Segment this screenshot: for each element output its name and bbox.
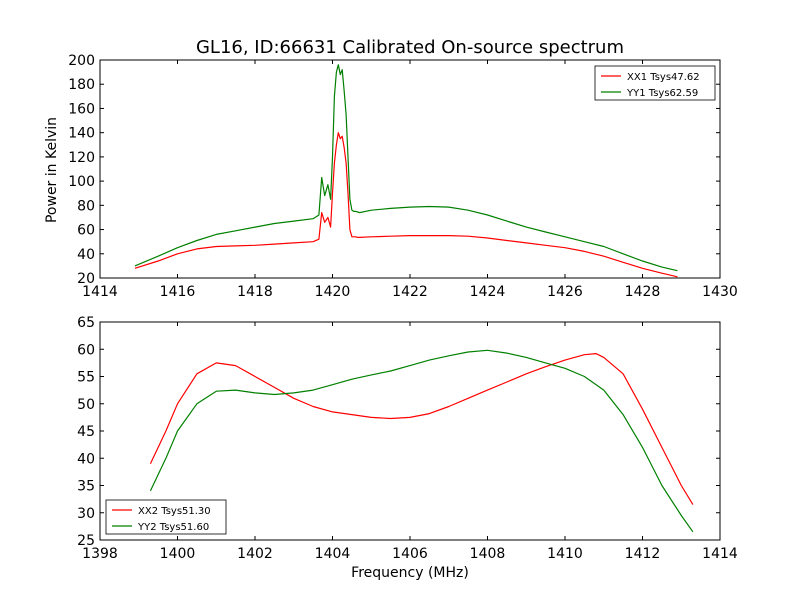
x-tick-label: 1404 [315, 546, 351, 562]
x-axis-label: Frequency (MHz) [351, 565, 469, 581]
legend-label: YY2 Tsys51.60 [137, 522, 209, 533]
y-tick-label: 25 [77, 533, 95, 549]
y-tick-label: 80 [77, 198, 95, 214]
x-tick-label: 1418 [237, 284, 273, 300]
top-panel: 1414 1416 1418 1420 1422 1424 1426 1428 1430 20 40… [68, 53, 738, 300]
legend-label: XX1 Tsys47.62 [627, 72, 700, 83]
y-axis-label: Power in Kelvin [44, 117, 60, 223]
y-tick-label: 160 [68, 101, 95, 117]
x-tick-label: 1410 [547, 546, 583, 562]
x-tick-label: 1398 [82, 546, 118, 562]
x-tick-label: 1428 [625, 284, 661, 300]
legend: XX2 Tsys51.30 YY2 Tsys51.60 [105, 499, 227, 535]
series-line-yy2 [149, 349, 694, 533]
y-tick-label: 180 [68, 77, 95, 93]
y-tick-label: 20 [77, 271, 95, 287]
x-tick-label: 1422 [392, 284, 428, 300]
legend-box [594, 65, 716, 101]
y-tick-label: 45 [77, 424, 95, 440]
y-tick-label: 60 [77, 223, 95, 239]
x-tick-label: 1420 [315, 284, 351, 300]
y-tick-label: 100 [68, 174, 95, 190]
series-line-yy1 [134, 64, 678, 272]
x-tick-label: 1402 [237, 546, 273, 562]
legend-label: XX2 Tsys51.30 [138, 506, 211, 517]
y-tick-label: 120 [68, 150, 95, 166]
legend-box [105, 499, 227, 535]
y-tick-label: 60 [77, 342, 95, 358]
x-tick-label: 1406 [392, 546, 428, 562]
x-tick-label: 1414 [82, 284, 118, 300]
y-tick-label: 40 [77, 451, 95, 467]
y-tick-label: 65 [77, 315, 95, 331]
y-tick-label: 55 [77, 370, 95, 386]
x-tick-label: 1412 [625, 546, 661, 562]
series-line-xx2 [149, 353, 694, 505]
y-tick-label: 50 [77, 397, 95, 413]
series-line-xx1 [134, 132, 678, 278]
x-tick-label: 1426 [547, 284, 583, 300]
y-tick-label: 140 [68, 126, 95, 142]
y-tick-label: 35 [77, 479, 95, 495]
x-tick-label: 1414 [702, 546, 738, 562]
bottom-panel: 1398 1400 1402 1404 1406 1408 1410 1412 1414 25 30… [77, 315, 738, 562]
legend-label: YY1 Tsys62.59 [626, 88, 698, 99]
x-tick-label: 1400 [160, 546, 196, 562]
x-tick-label: 1408 [470, 546, 506, 562]
y-tick-label: 30 [77, 506, 95, 522]
y-tick-label: 40 [77, 247, 95, 263]
x-tick-label: 1430 [702, 284, 738, 300]
legend: XX1 Tsys47.62 YY1 Tsys62.59 [594, 65, 716, 101]
x-tick-label: 1416 [160, 284, 196, 300]
x-tick-label: 1424 [470, 284, 506, 300]
y-tick-label: 200 [68, 53, 95, 69]
chart-title: GL16, ID:66631 Calibrated On-source spec… [196, 37, 624, 58]
